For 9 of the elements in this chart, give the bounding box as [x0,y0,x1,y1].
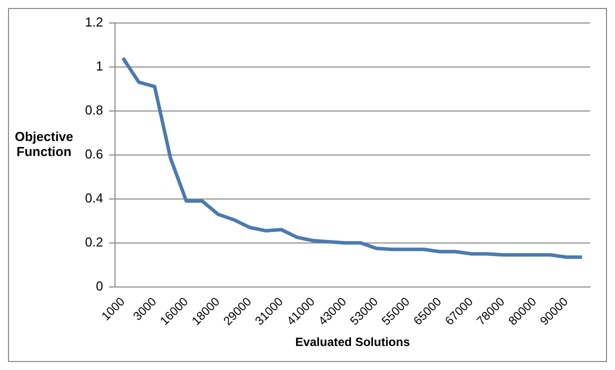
y-tick-label: 1 [96,58,104,74]
y-tick-label: 1.2 [84,14,104,30]
y-axis-title: Objective Function [14,129,74,159]
y-tick-label: 0.6 [84,146,104,162]
y-tick-label: 0 [96,278,104,294]
y-tick-label: 0.4 [84,190,104,206]
y-tick-label: 0.8 [84,102,104,118]
y-tick-label: 0.2 [84,234,104,250]
x-axis-title: Evaluated Solutions [295,335,410,350]
